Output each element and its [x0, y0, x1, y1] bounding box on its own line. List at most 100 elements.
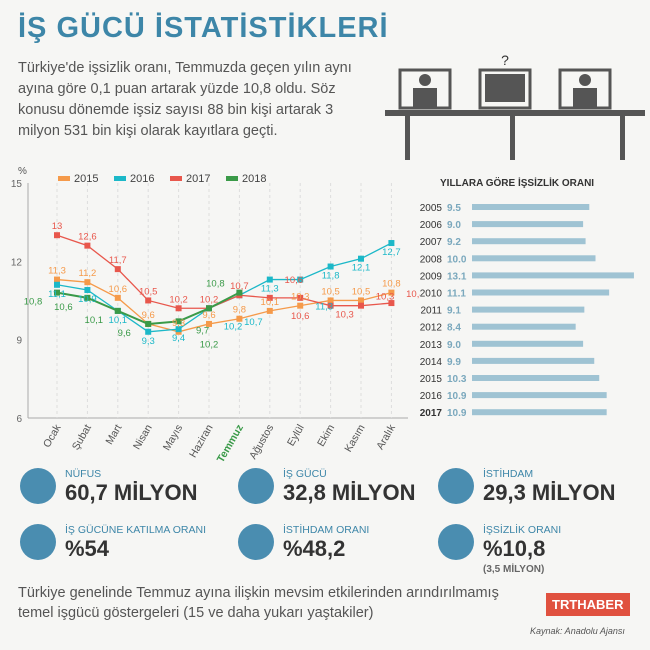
bar-value-label: 10.0 — [447, 254, 467, 265]
stat-label: İSTİHDAM ORANI — [283, 524, 370, 536]
data-label: 10,6 — [291, 311, 310, 322]
bar — [472, 255, 596, 262]
office-illustration: ? — [385, 52, 645, 160]
stat-label: İSTİHDAM — [483, 468, 534, 480]
data-label: 9,8 — [233, 305, 246, 316]
data-point — [175, 305, 182, 312]
data-label: 10,6 — [54, 302, 73, 313]
bar-value-label: 9.9 — [447, 357, 461, 368]
legend-swatch — [226, 176, 238, 181]
bar-year-label: 2011 — [420, 306, 442, 317]
bar-value-label: 9.0 — [447, 340, 461, 351]
data-point — [327, 297, 334, 304]
unemployed-icon — [438, 524, 474, 560]
data-point — [84, 294, 91, 301]
data-label: 11,2 — [79, 268, 97, 279]
bar-year-label: 2012 — [420, 323, 443, 334]
data-label: 11,3 — [261, 284, 279, 295]
bar-year-label: 2014 — [420, 357, 443, 368]
data-point — [84, 279, 91, 286]
bar-value-label: 11.1 — [447, 289, 466, 300]
source-text: Kaynak: Anadolu Ajansı — [530, 626, 625, 636]
stat-label: İŞ GÜCÜNE KATILMA ORANI — [65, 524, 206, 536]
y-unit: % — [18, 166, 27, 177]
bar-year-label: 2013 — [420, 340, 443, 351]
data-point — [236, 315, 243, 322]
data-point — [114, 266, 121, 273]
stat-4: İSTİHDAM ORANI %48,2 — [238, 524, 438, 564]
data-label: 10,8 — [24, 297, 43, 308]
data-point — [84, 242, 91, 249]
stat-value: %54 — [65, 536, 110, 561]
data-label: 9,3 — [172, 318, 185, 329]
legend-swatch — [58, 176, 70, 181]
y-tick-label: 12 — [11, 257, 23, 268]
data-point — [54, 276, 60, 283]
data-point — [145, 320, 152, 327]
bar-value-label: 10.9 — [447, 391, 467, 402]
data-label: 13 — [52, 221, 63, 232]
data-label: 10,5 — [321, 286, 340, 297]
data-point — [358, 297, 364, 304]
bar — [472, 289, 610, 296]
data-label: 11,7 — [109, 255, 127, 266]
data-label: 11,8 — [322, 271, 340, 282]
data-label: 10,2 — [224, 321, 243, 332]
data-point — [388, 240, 395, 247]
data-label: 10,2 — [200, 294, 219, 305]
bar-value-label: 8.4 — [447, 323, 461, 334]
bar — [472, 204, 590, 210]
bar — [472, 272, 634, 279]
bar — [472, 323, 576, 330]
data-point — [266, 307, 273, 314]
data-point — [206, 305, 212, 312]
data-point — [266, 294, 273, 301]
x-tick-label: Eylül — [285, 423, 307, 449]
data-label: 10,7 — [244, 317, 263, 328]
data-label: 10,6 — [285, 275, 304, 286]
x-tick-label: Şubat — [70, 422, 94, 452]
bar-year-label: 2009 — [420, 271, 443, 282]
data-point — [84, 287, 91, 294]
data-point — [175, 318, 182, 325]
stat-0: NÜFUS 60,7 MİLYON — [20, 468, 220, 508]
bar-value-label: 9.5 — [447, 203, 461, 214]
data-label: 9,6 — [202, 310, 215, 321]
data-label: 10,2 — [169, 294, 188, 305]
bar-year-label: 2010 — [420, 289, 443, 300]
stat-1: İŞ GÜCÜ 32,8 MİLYON — [238, 468, 438, 508]
bar — [472, 409, 607, 416]
stat-label: İŞSİZLİK ORANI — [483, 524, 562, 536]
data-point — [236, 289, 243, 296]
data-point — [358, 255, 364, 262]
legend-swatch — [114, 176, 126, 181]
data-point — [54, 281, 60, 288]
data-label: 11,3 — [48, 266, 66, 277]
bar-year-label: 2005 — [420, 203, 443, 214]
intro-text: Türkiye'de işsizlik oranı, Temmuzda geçe… — [18, 60, 352, 139]
series-line-2017 — [56, 234, 392, 309]
x-tick-label: Mayıs — [161, 423, 185, 453]
bar — [472, 357, 595, 364]
data-label: 12,1 — [352, 263, 371, 274]
data-point — [114, 307, 121, 314]
data-label: 10,3 — [335, 310, 354, 321]
bar-chart: 2005 9.5 2006 9.0 2007 9.2 2008 10.0 2009 13.1 201… — [420, 203, 634, 419]
x-tick-label: Mart — [104, 422, 125, 446]
bar — [472, 306, 585, 313]
family-icon — [20, 468, 56, 504]
bar-value-label: 9.0 — [447, 220, 461, 231]
bar — [472, 238, 586, 245]
question-mark: ? — [501, 52, 509, 68]
data-point — [175, 326, 182, 333]
data-label: 10,5 — [139, 286, 158, 297]
legend-swatch — [170, 176, 182, 181]
y-tick-label: 15 — [11, 179, 23, 190]
bar-value-label: 9.2 — [447, 237, 461, 248]
data-point — [114, 294, 121, 301]
stat-sub: (3,5 MİLYON) — [483, 564, 545, 575]
data-point — [145, 328, 152, 335]
bar — [472, 221, 584, 228]
data-point — [297, 302, 304, 309]
x-tick-label: Ağustos — [247, 423, 276, 462]
